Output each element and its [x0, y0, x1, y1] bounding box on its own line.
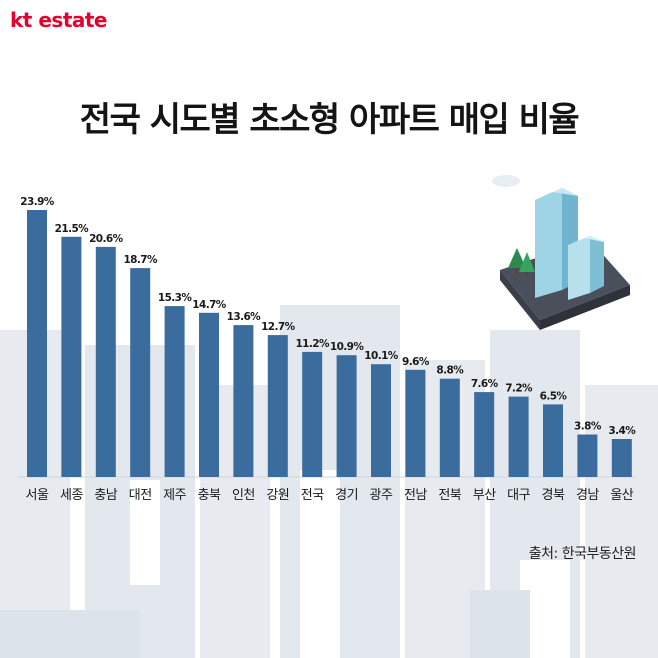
category-label-13: 부산	[473, 488, 496, 503]
data-label-1: 21.5%	[55, 223, 90, 235]
bar-4	[164, 306, 185, 477]
bar-0	[27, 210, 47, 477]
bar-9	[336, 355, 357, 477]
data-label-16: 3.8%	[574, 421, 602, 433]
bar-16	[577, 434, 598, 477]
bar-15	[543, 404, 563, 477]
bar-17	[611, 439, 632, 477]
brand-estate: estate	[38, 8, 107, 32]
category-label-5: 충북	[198, 488, 221, 503]
category-label-2: 충남	[94, 488, 117, 503]
source-note: 출처: 한국부동산원	[528, 546, 637, 562]
category-label-9: 경기	[335, 488, 358, 503]
category-label-17: 울산	[610, 488, 633, 503]
data-label-5: 14.7%	[192, 299, 227, 311]
category-label-11: 전남	[404, 488, 427, 503]
bar-6	[233, 325, 254, 477]
category-label-3: 대전	[129, 488, 152, 503]
data-label-8: 11.2%	[295, 338, 330, 350]
data-label-4: 15.3%	[158, 292, 193, 304]
data-label-14: 7.2%	[505, 383, 533, 395]
bar-3	[130, 268, 151, 477]
bar-2	[95, 246, 116, 477]
bar-5	[199, 312, 219, 477]
category-label-14: 대구	[507, 488, 530, 503]
category-label-4: 제주	[163, 488, 186, 503]
data-label-13: 7.6%	[471, 378, 499, 390]
data-label-2: 20.6%	[89, 233, 124, 245]
category-label-6: 인천	[232, 488, 255, 503]
bar-13	[474, 392, 495, 477]
category-label-12: 전북	[438, 488, 461, 503]
brand-logo: kt estate	[10, 8, 107, 32]
category-label-15: 경북	[542, 488, 565, 503]
data-label-11: 9.6%	[402, 356, 430, 368]
bar-8	[302, 351, 323, 477]
data-label-10: 10.1%	[364, 350, 399, 362]
bar-10	[371, 364, 391, 477]
data-label-3: 18.7%	[123, 254, 158, 266]
data-label-0: 23.9%	[20, 196, 55, 208]
bar-12	[439, 378, 460, 477]
data-label-17: 3.4%	[608, 425, 636, 437]
category-label-8: 전국	[301, 488, 324, 503]
data-label-12: 8.8%	[436, 365, 464, 377]
category-label-16: 경남	[576, 488, 599, 503]
data-label-7: 12.7%	[261, 321, 296, 333]
bar-14	[508, 396, 529, 477]
bar-7	[267, 335, 288, 477]
category-label-1: 세종	[60, 488, 83, 503]
page-title: 전국 시도별 초소형 아파트 매입 비율	[79, 100, 580, 140]
category-label-7: 강원	[266, 488, 289, 503]
category-label-0: 서울	[26, 488, 49, 503]
bar-1	[61, 236, 82, 477]
brand-kt: kt	[10, 8, 32, 32]
bar-11	[405, 369, 426, 477]
data-label-15: 6.5%	[540, 390, 568, 402]
data-label-6: 13.6%	[227, 311, 262, 323]
category-label-10: 광주	[370, 488, 393, 503]
data-label-9: 10.9%	[330, 341, 365, 353]
